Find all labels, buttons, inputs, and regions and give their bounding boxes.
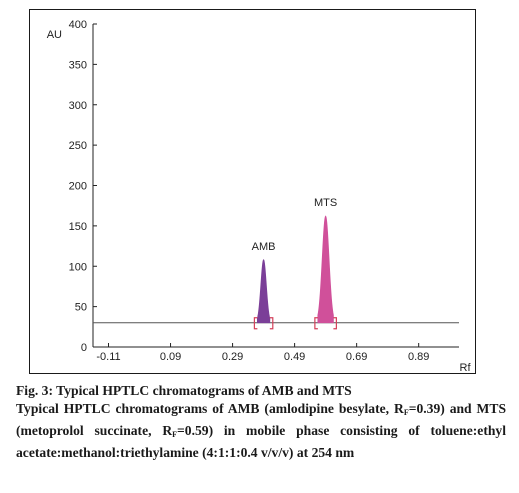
rf-subscript-1: F: [403, 408, 409, 417]
peak-start-bracket: [314, 317, 318, 330]
x-tick-label: -0.11: [96, 351, 120, 363]
peak-label: AMB: [252, 241, 276, 253]
x-tick-label: 0.29: [222, 351, 243, 363]
figure-caption: Fig. 3: Typical HPTLC chromatograms of A…: [16, 382, 506, 462]
y-tick-label: 0: [81, 342, 87, 354]
peak-mts: [317, 215, 334, 324]
caption-text-1: Typical HPTLC chromatograms of AMB (amlo…: [16, 401, 404, 416]
caption-text-2: =0.39) and MTS (metoprolol succinate, R: [16, 401, 506, 438]
x-axis-label: Rf: [460, 362, 472, 374]
peak-label: MTS: [314, 197, 337, 209]
y-axis-label: AU: [47, 29, 62, 41]
peak-end-bracket: [269, 317, 274, 330]
y-tick-label: 100: [69, 261, 87, 273]
caption-body: Typical HPTLC chromatograms of AMB (amlo…: [16, 400, 506, 462]
plot-frame: [29, 9, 476, 374]
caption-text-3: =0.59) in mobile phase consisting of tol…: [16, 423, 506, 460]
caption-title: Fig. 3: Typical HPTLC chromatograms of A…: [16, 383, 352, 398]
y-tick-label: 400: [69, 19, 87, 31]
x-tick-label: 0.49: [284, 351, 305, 363]
y-tick-label: 350: [69, 59, 87, 71]
rf-subscript-2: F: [172, 430, 178, 439]
y-tick-label: 300: [69, 100, 87, 112]
x-tick-label: 0.09: [160, 351, 181, 363]
chromatogram-chart: 0 50 100 150 200 250 300 350 400 -0.11 0.09 0.29 0.4…: [47, 19, 472, 374]
x-tick-label: 0.69: [346, 351, 367, 363]
peak-amb: [256, 259, 271, 324]
y-tick-label: 200: [69, 181, 87, 193]
peak-end-bracket: [333, 317, 337, 330]
x-tick-label: 0.89: [408, 351, 429, 363]
peak-start-bracket: [253, 317, 258, 330]
y-tick-label: 50: [75, 302, 87, 314]
y-tick-label: 250: [69, 140, 87, 152]
y-tick-label: 150: [69, 221, 87, 233]
